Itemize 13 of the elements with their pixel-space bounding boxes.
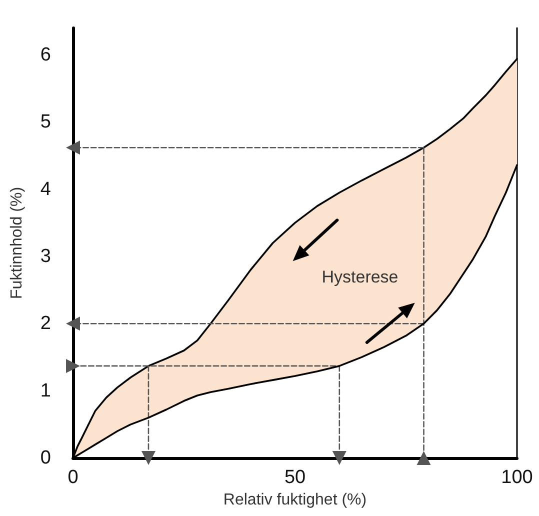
x-tick-label: 100 (501, 467, 533, 488)
y-axis-title: Fuktinnhold (%) (8, 186, 26, 300)
y-tick-label: 5 (40, 112, 51, 133)
x-tick-label: 50 (284, 467, 306, 488)
y-tick-label: 0 (40, 448, 51, 468)
y-tick-label: 6 (40, 44, 51, 66)
annotation: Hysterese (322, 268, 398, 286)
y-tick-label: 3 (40, 246, 51, 267)
y-tick-label: 4 (40, 178, 52, 200)
x-tick-label: 0 (68, 467, 78, 488)
y-tick-label: 1 (40, 380, 51, 402)
y-tick-label: 2 (40, 313, 51, 334)
x-axis-title: Relativ fuktighet (%) (223, 492, 367, 508)
